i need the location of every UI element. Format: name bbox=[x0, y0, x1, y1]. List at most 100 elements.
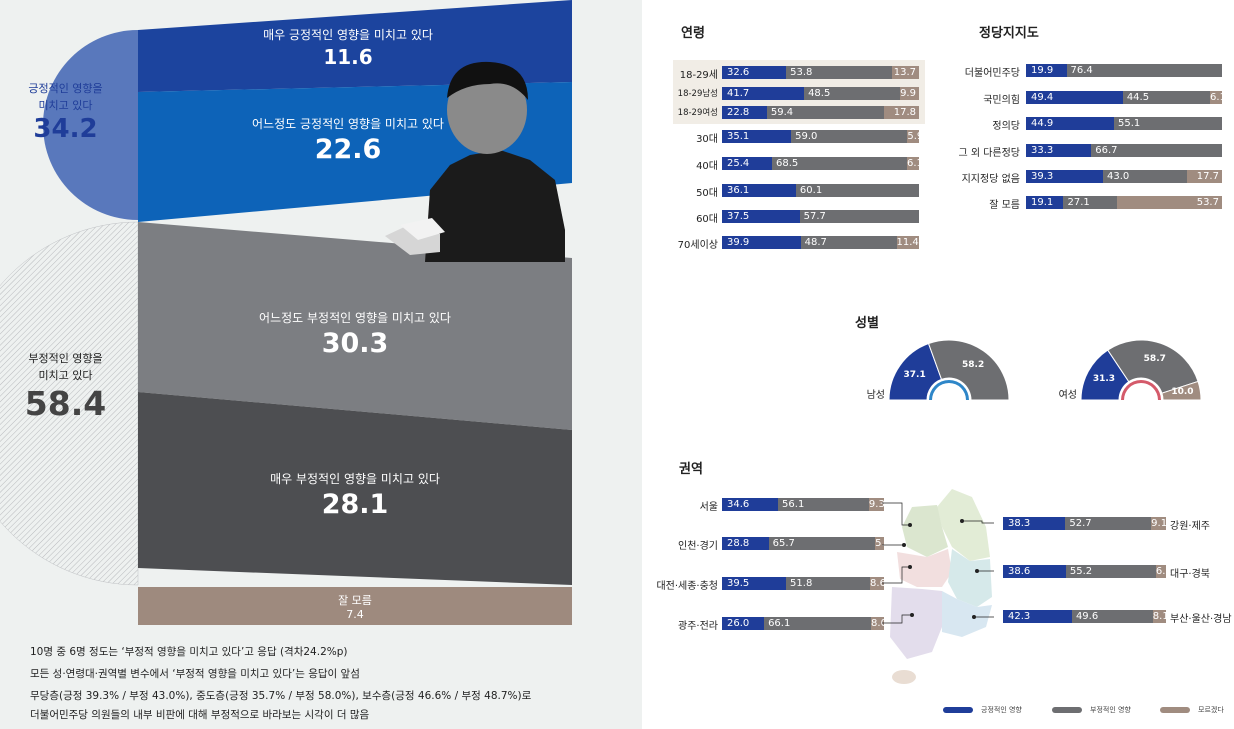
age-4-row-label: 40대 bbox=[696, 161, 718, 172]
seg-somewhat-negative bbox=[138, 222, 572, 430]
somewhat-positive-text: 어느정도 긍정적인 영향을 미치고 있다 bbox=[252, 117, 444, 131]
very-positive-value: 11.6 bbox=[323, 45, 373, 69]
negative-group-text: 부정적인 영향을 미치고 있다 bbox=[28, 352, 103, 382]
region-5-bar: 38.6 55.2 6.2 bbox=[1003, 565, 1172, 578]
map-jeju bbox=[892, 670, 916, 684]
region-title: 권역 bbox=[679, 462, 703, 477]
very-positive-text: 매우 긍정적인 영향을 미치고 있다 bbox=[263, 28, 433, 42]
party-1-row-label: 국민의힘 bbox=[983, 95, 1020, 106]
age-1-neg-segment: 48.5 bbox=[804, 87, 900, 100]
unknown-label: 잘 모름 7.4 bbox=[138, 592, 572, 621]
party-0-neg-segment: 76.4 bbox=[1066, 64, 1222, 77]
party-3-bar: 33.3 66.7 bbox=[1026, 144, 1222, 157]
region-0-bar: 34.6 56.1 9.3 bbox=[722, 498, 885, 511]
region-2-unk-segment: 8.6 bbox=[870, 577, 886, 590]
very-positive-label: 매우 긍정적인 영향을 미치고 있다 11.6 bbox=[138, 26, 558, 69]
positive-group-text: 긍정적인 영향을 미치고 있다 bbox=[28, 82, 103, 112]
seg-very-negative bbox=[138, 392, 572, 585]
region-6-bar: 42.3 49.6 8.1 bbox=[1003, 610, 1169, 623]
age-4-unk-segment: 6.1 bbox=[906, 157, 923, 170]
age-6-pos-segment: 37.5 bbox=[722, 210, 800, 223]
region-4-unk-segment: 9.1 bbox=[1151, 517, 1168, 530]
age-7-row-label: 70세이상 bbox=[677, 240, 718, 251]
party-4-neg-segment: 43.0 bbox=[1103, 170, 1188, 183]
party-2-bar: 44.9 55.1 bbox=[1026, 117, 1222, 130]
party-5-neg-segment: 27.1 bbox=[1063, 196, 1117, 209]
region-2-bar: 39.5 51.8 8.6 bbox=[722, 577, 886, 590]
party-5-pos-segment: 19.1 bbox=[1026, 196, 1064, 209]
party-5-unk-segment: 53.7 bbox=[1116, 196, 1222, 209]
age-2-row-label: 18-29여성 bbox=[677, 108, 718, 118]
age-3-neg-segment: 59.0 bbox=[791, 130, 908, 143]
gender-1-inner-ring bbox=[1121, 380, 1161, 400]
region-4-row-label: 강원·제주 bbox=[1170, 521, 1210, 532]
region-2-neg-segment: 51.8 bbox=[786, 577, 871, 590]
gender-0-label: 남성 bbox=[866, 390, 885, 401]
party-1-unk-segment: 6.1 bbox=[1210, 91, 1226, 104]
party-1-neg-segment: 44.5 bbox=[1122, 91, 1211, 104]
legend-positive: 긍정적인 영향 bbox=[943, 705, 1022, 715]
party-4-row-label: 지지정당 없음 bbox=[961, 174, 1020, 185]
party-1-bar: 49.4 44.5 6.1 bbox=[1026, 91, 1226, 104]
region-3-neg-segment: 66.1 bbox=[764, 617, 872, 630]
unknown-value: 7.4 bbox=[346, 608, 364, 621]
party-title: 정당지지도 bbox=[979, 26, 1039, 41]
gender-title: 성별 bbox=[855, 316, 879, 331]
party-2-row-label: 정의당 bbox=[992, 121, 1020, 132]
legend-unknown: 모르겠다 bbox=[1160, 705, 1224, 715]
region-5-neg-segment: 55.2 bbox=[1065, 565, 1156, 578]
party-5-bar: 19.1 27.1 53.7 bbox=[1026, 196, 1222, 209]
age-7-unk-segment: 11.4 bbox=[896, 236, 919, 249]
age-5-pos-segment: 36.1 bbox=[722, 184, 796, 197]
somewhat-positive-value: 22.6 bbox=[314, 134, 382, 165]
age-0-bar: 32.6 53.8 13.7 bbox=[722, 66, 919, 79]
map-chungcheong bbox=[897, 549, 952, 587]
region-4-pos-segment: 38.3 bbox=[1003, 517, 1066, 530]
very-negative-text: 매우 부정적인 영향을 미치고 있다 bbox=[270, 472, 440, 486]
age-0-unk-segment: 13.7 bbox=[892, 66, 919, 79]
age-2-unk-segment: 17.8 bbox=[883, 106, 919, 119]
party-3-pos-segment: 33.3 bbox=[1026, 144, 1092, 157]
age-1-bar: 41.7 48.5 9.9 bbox=[722, 87, 919, 100]
region-3-bar: 26.0 66.1 8.0 bbox=[722, 617, 887, 630]
note-2: 모든 성·연령대·권역별 변수에서 ‘부정적 영향을 미치고 있다’는 응답이 … bbox=[30, 668, 360, 680]
region-2-pos-segment: 39.5 bbox=[722, 577, 787, 590]
positive-group-value: 34.2 bbox=[33, 114, 98, 144]
age-1-pos-segment: 41.7 bbox=[722, 87, 805, 100]
region-6-row-label: 부산·울산·경남 bbox=[1170, 614, 1232, 625]
map-gangwon bbox=[937, 489, 990, 561]
age-6-bar: 37.5 57.7 bbox=[722, 210, 919, 223]
left-panel: 긍정적인 영향을 미치고 있다 34.2 부정적인 영향을 미치고 있다 58.… bbox=[0, 0, 642, 729]
legend-negative: 부정적인 영향 bbox=[1052, 705, 1131, 715]
note-3: 무당층(긍정 39.3% / 부정 43.0%), 중도층(긍정 35.7% /… bbox=[30, 690, 532, 702]
party-4-pos-segment: 39.3 bbox=[1026, 170, 1104, 183]
map-jeolla bbox=[890, 587, 942, 659]
party-1-pos-segment: 49.4 bbox=[1026, 91, 1123, 104]
age-3-pos-segment: 35.1 bbox=[722, 130, 792, 143]
gender-1-slice-2 bbox=[1161, 380, 1202, 401]
region-0-unk-segment: 9.3 bbox=[868, 498, 885, 511]
map-gyeongbuk bbox=[948, 549, 992, 607]
age-6-row-label: 60대 bbox=[696, 214, 718, 225]
gender-1-value-0: 31.3 bbox=[1092, 374, 1116, 385]
region-1-bar: 28.8 65.7 5.5 bbox=[722, 537, 891, 550]
age-1-row-label: 18-29남성 bbox=[677, 89, 718, 99]
gender-1-value-2: 10.0 bbox=[1171, 387, 1194, 398]
party-2-pos-segment: 44.9 bbox=[1026, 117, 1114, 130]
region-5-row-label: 대구·경북 bbox=[1170, 569, 1210, 580]
age-6-neg-segment: 57.7 bbox=[799, 210, 919, 223]
age-4-bar: 25.4 68.5 6.1 bbox=[722, 157, 923, 170]
region-1-unk-segment: 5.5 bbox=[875, 537, 891, 550]
age-0-row-label: 18-29세 bbox=[679, 70, 718, 81]
unknown-text: 잘 모름 bbox=[338, 594, 372, 607]
age-2-pos-segment: 22.8 bbox=[722, 106, 767, 119]
region-5-pos-segment: 38.6 bbox=[1003, 565, 1066, 578]
gender-0-value-0: 37.1 bbox=[903, 369, 926, 380]
age-5-row-label: 50대 bbox=[696, 188, 718, 199]
gender-donuts bbox=[888, 339, 1202, 401]
party-3-neg-segment: 66.7 bbox=[1091, 144, 1222, 157]
age-3-row-label: 30대 bbox=[696, 134, 718, 145]
age-0-pos-segment: 32.6 bbox=[722, 66, 787, 79]
party-3-row-label: 그 외 다른정당 bbox=[958, 148, 1020, 159]
party-4-bar: 39.3 43.0 17.7 bbox=[1026, 170, 1222, 183]
